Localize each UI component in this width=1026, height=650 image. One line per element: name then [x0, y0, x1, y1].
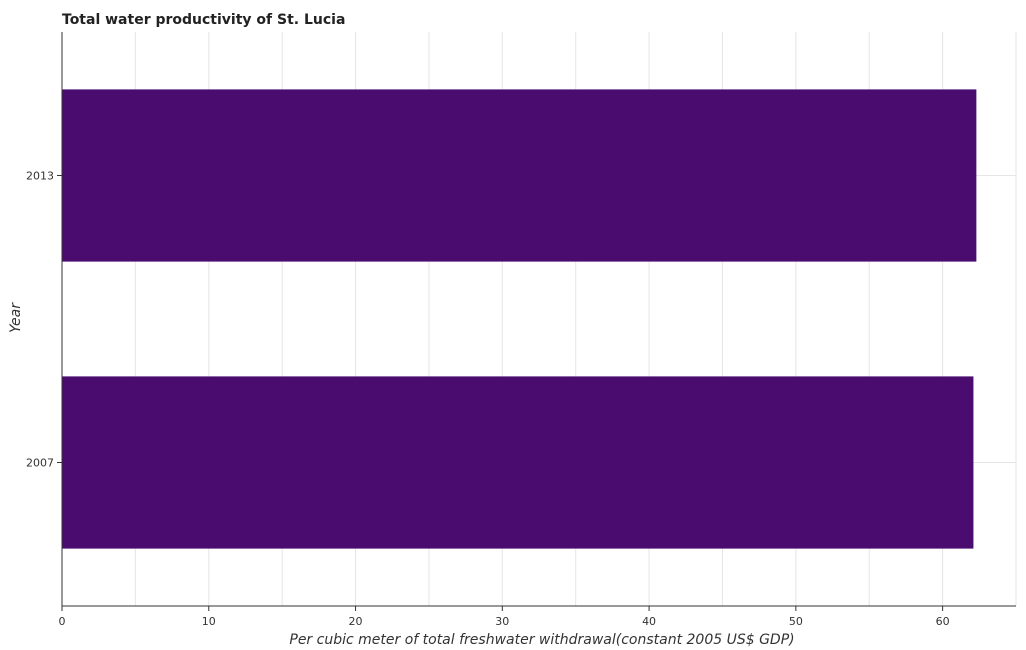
- x-axis-label: Per cubic meter of total freshwater with…: [289, 632, 794, 648]
- chart-title: Total water productivity of St. Lucia: [62, 12, 345, 28]
- bar-layer: [62, 89, 977, 549]
- x-tick-label: 20: [349, 615, 363, 628]
- x-tick-label: 0: [59, 615, 66, 628]
- bar-2007: [62, 376, 974, 549]
- x-tick-label: 30: [495, 615, 509, 628]
- bar-2013: [62, 89, 977, 262]
- x-tick-label: 60: [936, 615, 950, 628]
- y-tick-label: 2013: [26, 170, 54, 183]
- y-axis-label: Year: [8, 302, 24, 333]
- axis-layer: 2007 2013 0 10 20 30 40 50 60: [26, 32, 1016, 628]
- x-tick-label: 50: [789, 615, 803, 628]
- y-tick-label: 2007: [26, 457, 54, 470]
- x-tick-label: 10: [202, 615, 216, 628]
- x-tick-label: 40: [642, 615, 656, 628]
